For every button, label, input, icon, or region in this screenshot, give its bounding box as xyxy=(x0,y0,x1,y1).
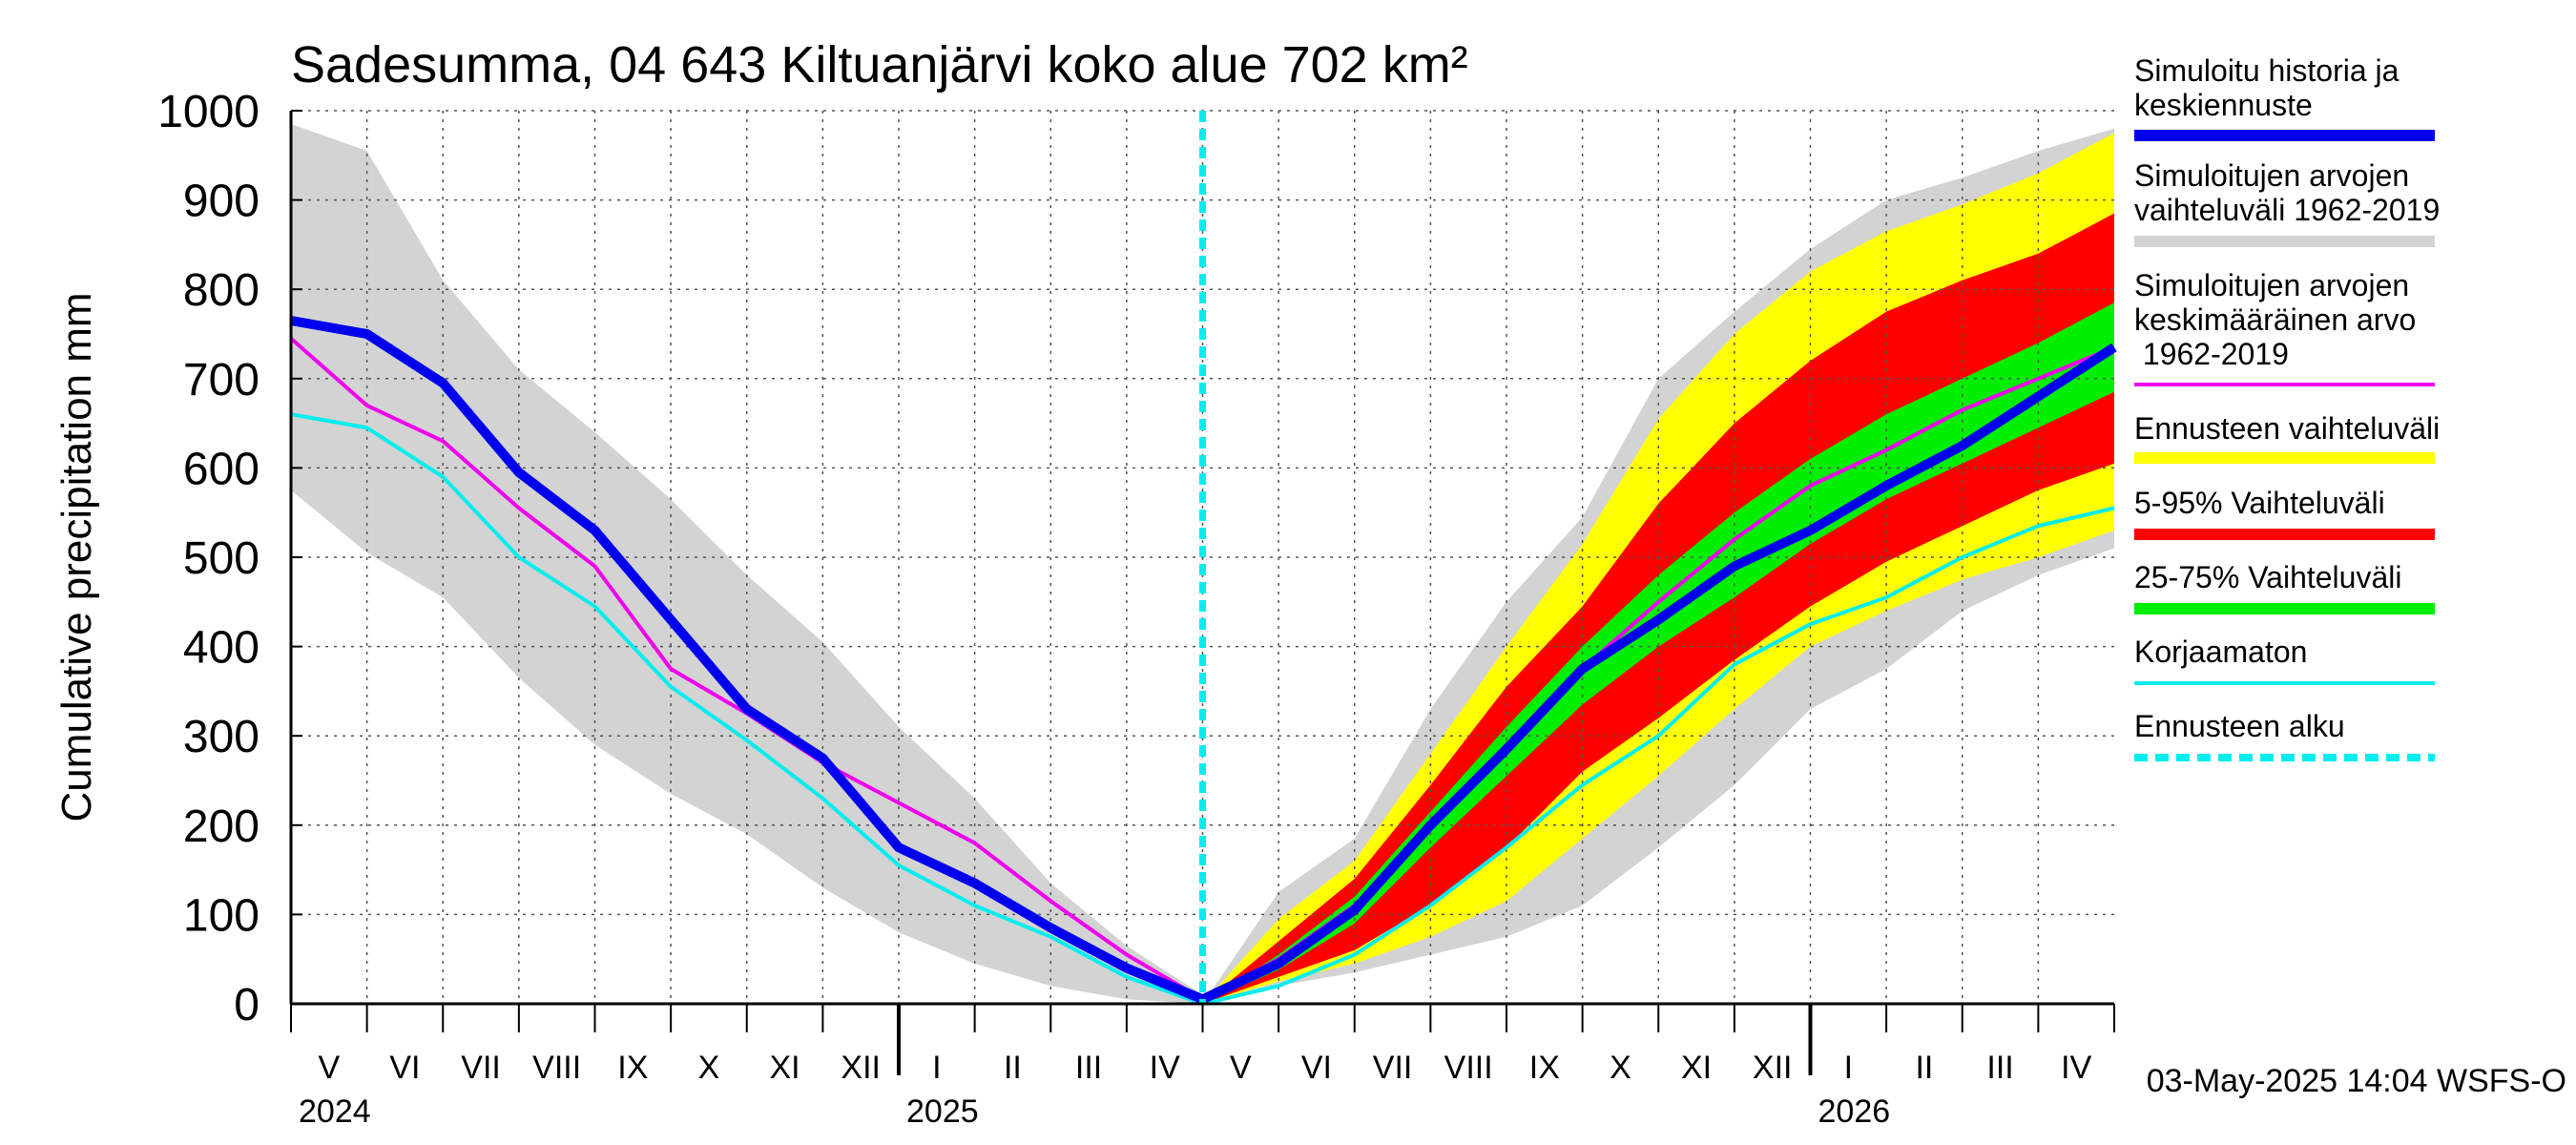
x-month-label: II xyxy=(1004,1050,1022,1086)
legend-label-line: keskiennuste xyxy=(2134,88,2313,122)
y-tick-labels: 0 100 200 300 400 500 600 700 800 900 1000 xyxy=(157,87,260,1030)
x-month-label: XII xyxy=(1753,1050,1793,1086)
y-tick-label: 600 xyxy=(183,444,260,494)
x-month-label: VIII xyxy=(1444,1050,1493,1086)
legend-label-line: Ennusteen vaihteluväli xyxy=(2134,411,2440,446)
legend-label: Ennusteen vaihteluväli xyxy=(2134,411,2440,446)
legend-label-line: 1962-2019 xyxy=(2134,337,2289,371)
legend-label-line: keskimääräinen arvo xyxy=(2134,302,2416,337)
x-month-label: IX xyxy=(1529,1050,1560,1086)
y-tick-label: 500 xyxy=(183,533,260,584)
y-tick-label: 800 xyxy=(183,265,260,316)
legend-label-line: Simuloitujen arvojen xyxy=(2134,268,2409,302)
y-tick-label: 900 xyxy=(183,177,260,227)
x-year-label: 2026 xyxy=(1818,1093,1891,1130)
legend-label: 25-75% Vaihteluväli xyxy=(2134,560,2401,594)
legend-label: Simuloitujen arvojen keskimääräinen arvo … xyxy=(2134,268,2416,371)
timestamp: 03-May-2025 14:04 WSFS-O xyxy=(2147,1063,2566,1099)
x-month-label: IX xyxy=(617,1050,648,1086)
x-year-label: 2024 xyxy=(299,1093,371,1130)
x-month-label: I xyxy=(1844,1050,1853,1086)
legend-label-line: 25-75% Vaihteluväli xyxy=(2134,560,2401,594)
x-month-label: VIII xyxy=(532,1050,581,1086)
legend: Simuloitu historia ja keskiennusteSimuloi… xyxy=(2134,53,2440,761)
legend-label-line: Korjaamaton xyxy=(2134,635,2307,669)
x-month-label: IV xyxy=(1150,1050,1180,1086)
axes xyxy=(289,110,2115,1075)
x-month-label: VII xyxy=(1373,1050,1413,1086)
x-month-label: VII xyxy=(461,1050,501,1086)
y-axis-label: Cumulative precipitation mm xyxy=(53,292,100,822)
y-tick-label: 200 xyxy=(183,802,260,852)
x-month-label: V xyxy=(1230,1050,1252,1086)
x-month-label: I xyxy=(932,1050,941,1086)
x-month-label: VI xyxy=(389,1050,420,1086)
legend-label: 5-95% Vaihteluväli xyxy=(2134,486,2385,520)
legend-label-line: 5-95% Vaihteluväli xyxy=(2134,486,2385,520)
x-year-label: 2025 xyxy=(906,1093,979,1130)
x-month-label: II xyxy=(1915,1050,1933,1086)
legend-label: Korjaamaton xyxy=(2134,635,2307,669)
x-month-label: XI xyxy=(770,1050,800,1086)
x-month-label: III xyxy=(1075,1050,1102,1086)
history-range-band xyxy=(291,124,1203,1004)
legend-label-line: Ennusteen alku xyxy=(2134,709,2345,743)
x-month-label: XI xyxy=(1681,1050,1712,1086)
y-tick-label: 400 xyxy=(183,623,260,674)
legend-label-line: Simuloitujen arvojen xyxy=(2134,158,2409,193)
legend-label-line: Simuloitu historia ja xyxy=(2134,53,2399,88)
x-month-label: III xyxy=(1986,1050,2013,1086)
legend-label: Simuloitu historia ja keskiennuste xyxy=(2134,53,2399,122)
x-year-labels: 2024 2025 2026 xyxy=(299,1093,1890,1130)
y-tick-label: 300 xyxy=(183,712,260,762)
x-month-label: XII xyxy=(841,1050,881,1086)
legend-label: Ennusteen alku xyxy=(2134,709,2345,743)
legend-label: Simuloitujen arvojen vaihteluväli 1962-20… xyxy=(2134,158,2440,227)
x-month-label: VI xyxy=(1301,1050,1332,1086)
y-tick-label: 700 xyxy=(183,355,260,406)
x-month-label: X xyxy=(698,1050,720,1086)
x-month-labels: V VI VII VIII IX X XI XII I II III IV V VI VII VIII IX X X… xyxy=(318,1050,2091,1086)
y-tick-label: 0 xyxy=(234,980,260,1030)
x-month-label: V xyxy=(318,1050,340,1086)
y-tick-label: 1000 xyxy=(157,87,260,137)
y-tick-label: 100 xyxy=(183,890,260,941)
x-month-label: IV xyxy=(2061,1050,2091,1086)
legend-label-line: vaihteluväli 1962-2019 xyxy=(2134,193,2440,227)
chart-title: Sadesumma, 04 643 Kiltuanjärvi koko alue… xyxy=(291,36,1468,94)
x-month-label: X xyxy=(1610,1050,1631,1086)
